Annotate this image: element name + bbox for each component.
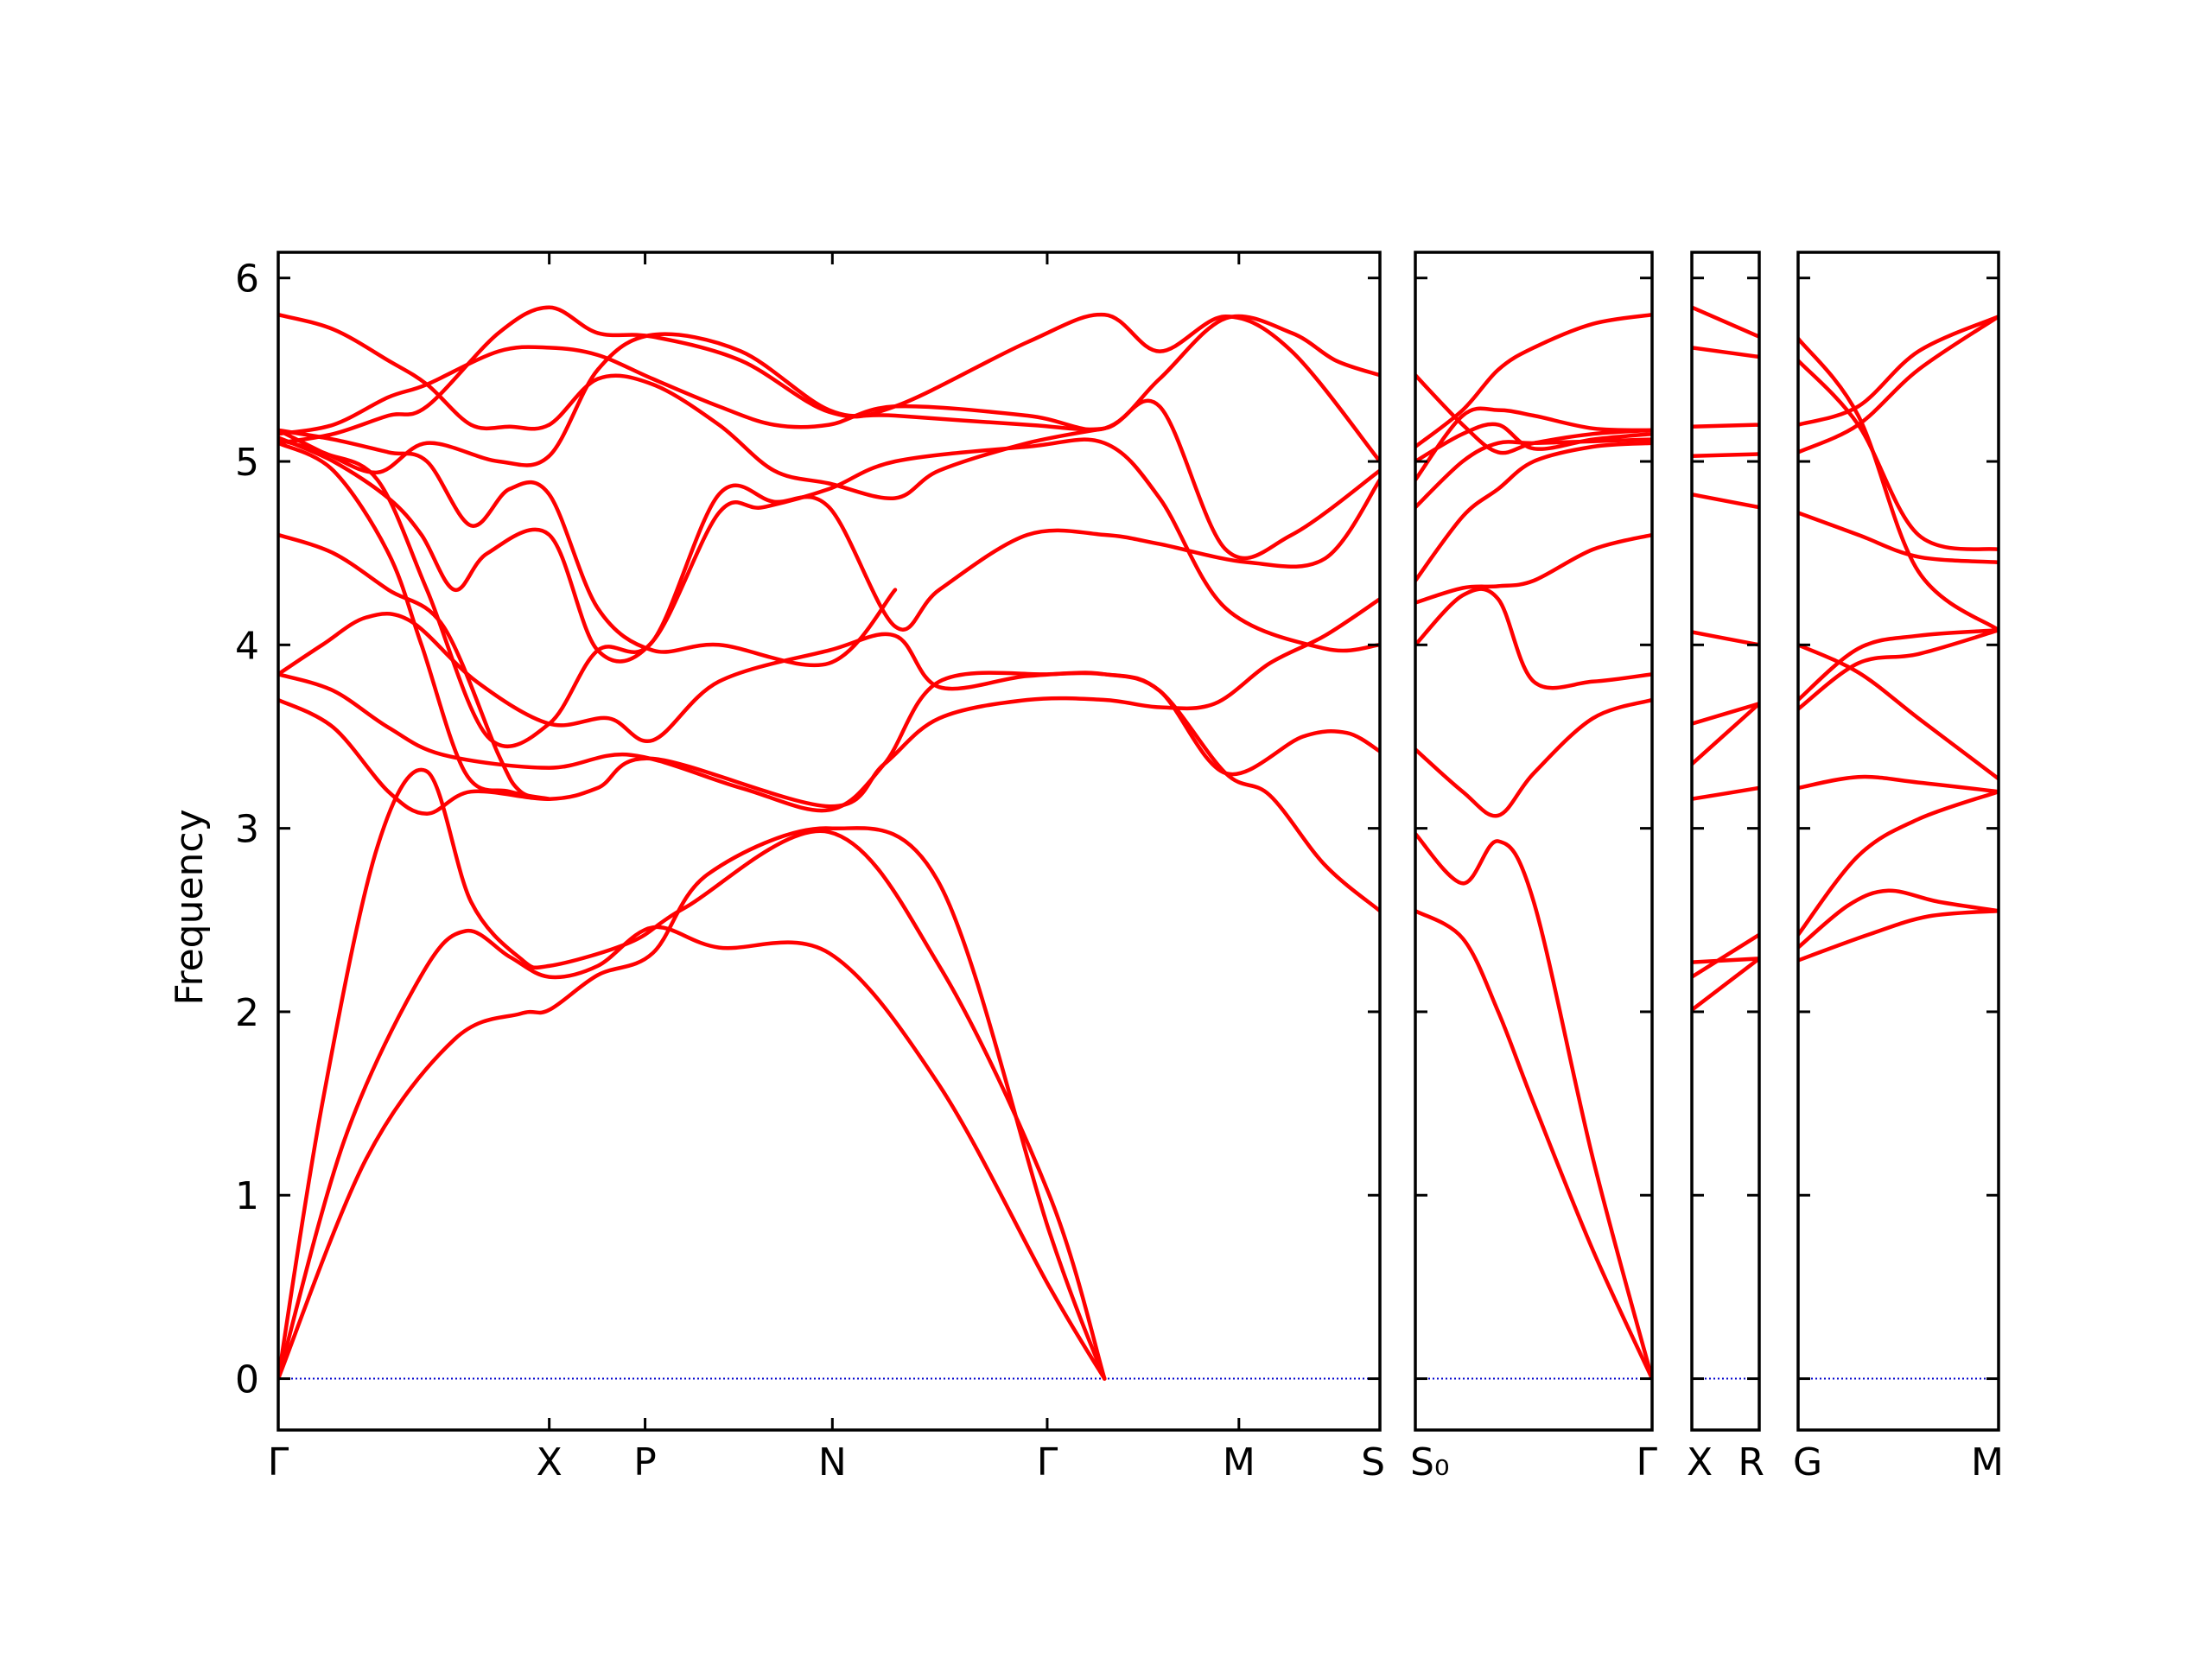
band-line-7 [278,532,551,801]
x-tick-label: X [537,1440,563,1484]
x-tick-label: R [1738,1440,1764,1484]
band-line-9 [1692,452,1759,458]
band-line-10 [1798,315,1999,427]
x-tick-label: N [818,1440,847,1484]
x-tick-label: P [633,1440,657,1484]
band-line-5 [278,671,1380,913]
band-line-11 [1415,312,1652,449]
band-line-12 [1798,336,1999,632]
panel-frame [1690,251,1761,1432]
x-tick-label: Γ [268,1440,289,1484]
band-line-1 [278,767,1107,1381]
panel-2-bands [1415,312,1652,1381]
band-line-3 [1692,957,1759,964]
band-line-12 [1692,305,1759,339]
band-line-11 [278,428,898,668]
panel-3-bands [1692,305,1759,1013]
band-line-1 [1692,957,1759,1013]
y-tick-label: 5 [235,441,259,485]
band-line-7 [1415,437,1652,510]
band-line-4 [278,597,1380,816]
band-line-2 [1692,932,1759,979]
band-line-3 [278,826,1107,1381]
panel-frame [1414,251,1654,1432]
band-line-2 [278,925,1107,1381]
panel-frame [276,251,1382,1432]
band-line-12 [278,312,1107,500]
band-line-2 [1798,888,1999,950]
band-line-2 [1415,831,1652,1381]
y-tick-label: 4 [235,624,259,668]
y-axis-label: Frequency [168,809,212,1005]
band-line-1 [1798,908,1999,963]
y-tick-label: 6 [235,257,259,302]
x-tick-label: M [1971,1440,2004,1484]
band-line-6 [278,611,1380,777]
y-tick-label: 2 [235,991,259,1035]
band-line-7 [1692,630,1759,647]
x-tick-label: M [1223,1440,1255,1484]
band-line-5 [1798,628,1999,711]
y-tick-label: 3 [235,808,259,852]
band-line-10 [1415,372,1652,455]
band-line-11 [1692,346,1759,359]
band-line-3 [1798,789,1999,938]
band-line-6 [1415,441,1652,583]
band-line-3 [1415,697,1652,818]
band-line-13 [278,314,1380,436]
band-line-1 [1415,908,1652,1381]
x-tick-label: Γ [1636,1440,1657,1484]
band-line-9 [278,428,1380,749]
band-line-4 [1692,785,1759,801]
y-tick-label: 0 [235,1358,259,1402]
panel-4-bands [1798,315,1999,963]
x-tick-label: G [1793,1440,1822,1484]
band-line-8 [1798,511,1999,565]
band-line-5 [1692,702,1759,766]
band-line-8 [1415,406,1652,482]
band-line-4 [1415,587,1652,690]
panel-2: S₀ Γ [1410,251,1657,1484]
band-line-6 [1692,702,1759,726]
band-line-6 [1798,628,1999,702]
band-line-9 [1415,422,1652,464]
panel-frame [1796,251,2000,1432]
band-line-7 [1798,643,1999,781]
band-line-15 [278,332,1380,561]
y-tick-label: 1 [235,1174,259,1218]
band-line-10 [1692,423,1759,429]
band-line-10 [278,435,1380,664]
band-line-8 [278,441,551,801]
x-tick-label: Γ [1037,1440,1058,1484]
x-tick-label: S [1361,1440,1385,1484]
x-tick-label: X [1687,1440,1713,1484]
band-line-4 [1798,774,1999,794]
band-line-9 [1798,315,1999,454]
band-line-14 [278,305,1380,464]
band-line-5 [1415,532,1652,605]
band-line-8 [1692,492,1759,510]
band-line-11 [1798,359,1999,552]
panel-1-bands [278,305,1380,1381]
x-tick-label: S₀ [1410,1440,1450,1484]
